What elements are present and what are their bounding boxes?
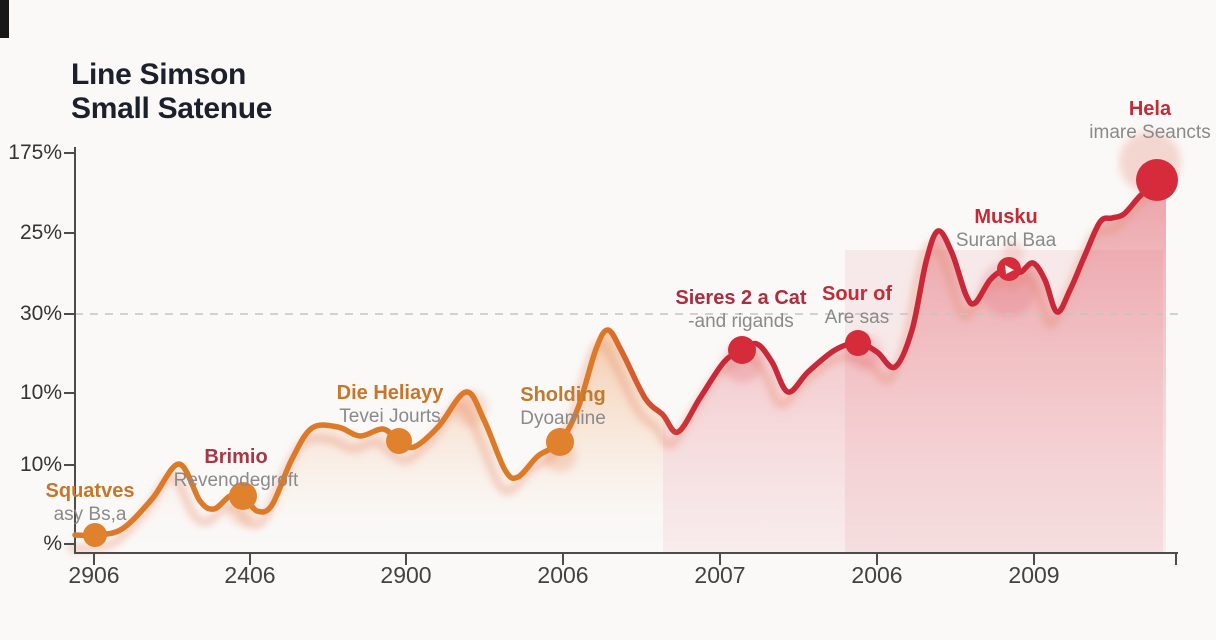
data-point-marker [728, 336, 756, 364]
trend-line [72, 173, 1169, 539]
annotation: Die Heliayy Tevei Jourts [337, 382, 444, 428]
annotation: Musku Surand Baa [956, 206, 1056, 252]
y-axis-label: 25% [19, 221, 62, 244]
annotation: Sour of Are sas [822, 283, 892, 329]
x-axis-label: 2006 [537, 562, 589, 588]
annotation-title: Squatves [45, 480, 135, 502]
annotation-subtitle: asy Bs,a [53, 504, 127, 525]
x-axis-label: 2009 [1008, 562, 1060, 588]
y-axis-label: 30% [19, 302, 62, 325]
annotation-subtitle: Are sas [824, 307, 890, 328]
x-axis-label: 2006 [851, 562, 903, 588]
y-axis-label: 10% [19, 453, 62, 476]
marker-glyph [1005, 265, 1014, 274]
annotation-subtitle: -and rigands [688, 311, 794, 332]
data-point-marker [83, 523, 107, 547]
annotation-title: Hela [1128, 98, 1172, 120]
y-axis-label: % [43, 532, 62, 555]
chart-title-line2: Small Satenue [71, 92, 273, 125]
y-axis-label: 10% [19, 381, 62, 404]
data-point-marker [1136, 159, 1178, 201]
area-fill-right [663, 176, 1166, 553]
y-axis-label: 175% [8, 141, 62, 164]
data-point-marker [229, 482, 257, 510]
annotation-title: Die Heliayy [336, 382, 444, 404]
annotation: Sholding Dyoamine [520, 384, 606, 430]
annotation-subtitle: Tevei Jourts [339, 406, 441, 427]
x-axis-label: 2900 [380, 562, 432, 588]
annotation-title: Sholding [520, 384, 606, 406]
annotation: Sieres 2 a Cat -and rigands [675, 287, 806, 333]
data-point-marker [546, 428, 574, 456]
x-axis-label: 2406 [224, 562, 276, 588]
data-point-marker [386, 428, 412, 454]
data-point-marker [845, 330, 871, 356]
chart-title: Line Simson Small Satenue [71, 58, 272, 126]
annotation-title: Brimio [204, 446, 268, 468]
x-axis-label: 2007 [694, 562, 746, 588]
annotation-subtitle: Surand Baa [955, 230, 1057, 251]
annotation: Squatves asy Bs,a [46, 480, 135, 526]
axis [74, 147, 1178, 554]
annotation-title: Sieres 2 a Cat [675, 287, 807, 309]
annotation-subtitle: Dyoamine [520, 408, 606, 429]
annotation: Hela imare Seancts [1089, 98, 1210, 144]
corner-mark [0, 0, 9, 38]
x-axis-label: 2906 [68, 562, 120, 588]
annotation: Brimio Revenodegroft [174, 446, 299, 492]
annotation-title: Musku [974, 206, 1038, 228]
annotation-subtitle: Revenodegroft [173, 470, 299, 491]
annotation-title: Sour of [822, 283, 892, 305]
chart-title-line1: Line Simson [71, 58, 247, 91]
annotation-subtitle: imare Seancts [1089, 122, 1211, 143]
